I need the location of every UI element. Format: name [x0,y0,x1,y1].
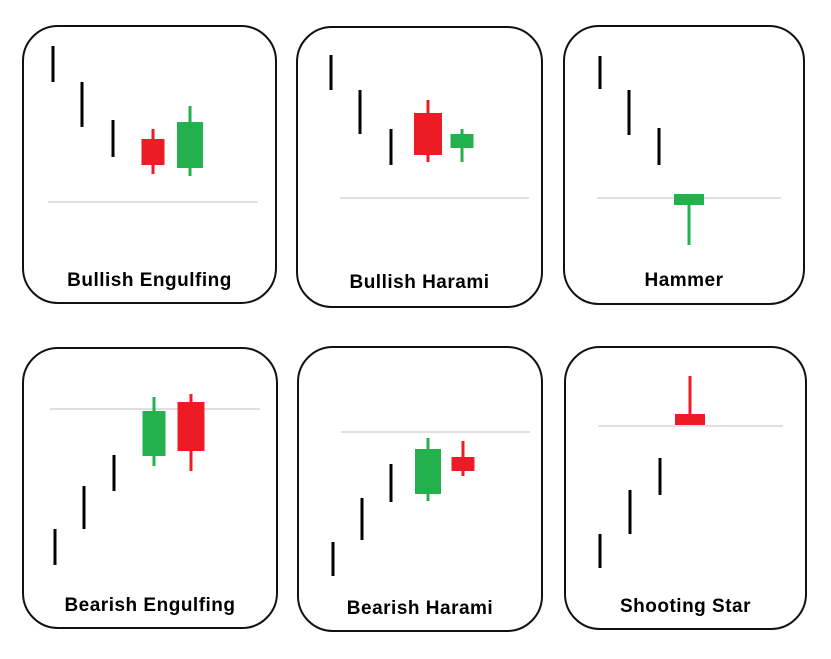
candlestick-diagram [50,394,260,565]
pattern-name-label: Bearish Harami [346,598,494,619]
candle-body [674,194,704,205]
pattern-panel-bearish-harami: Bearish Harami [297,346,543,632]
pattern-name-label: Bearish Engulfing [64,595,236,616]
candle-body [177,402,205,451]
pattern-name-label: Bullish Engulfing [67,270,232,291]
bearish-candle [675,376,705,425]
bullish-candle [674,194,704,245]
bullish-candle [415,438,441,501]
candlestick-diagram [48,46,258,203]
bearish-candle [177,394,205,471]
pattern-panel-shooting-star: Shooting Star [564,346,807,630]
candlestick-diagram [331,431,530,576]
candlestick-diagram [597,56,781,245]
bearish-candle [141,129,165,174]
candle-body [177,122,203,168]
candlestick-diagram [598,376,783,568]
pattern-name-label: Hammer [644,270,724,291]
pattern-panel-bullish-harami: Bullish Harami [296,26,543,308]
bullish-candle [177,106,203,176]
bearish-candle [451,441,475,476]
candlestick-diagram [329,55,529,199]
pattern-panel-bearish-engulfing: Bearish Engulfing [22,347,278,629]
candle-body [141,139,165,165]
candle-body [414,113,442,155]
pattern-name-label: Shooting Star [619,596,752,617]
candle-body [415,449,441,494]
bullish-candle [450,129,474,162]
bullish-candle [142,397,166,466]
candle-body [451,457,475,471]
pattern-panel-bullish-engulfing: Bullish Engulfing [22,25,277,304]
bearish-candle [414,100,442,162]
candle-body [450,134,474,148]
candle-body [142,411,166,456]
pattern-name-label: Bullish Harami [349,272,490,293]
pattern-panel-hammer: Hammer [563,25,805,305]
candle-body [675,414,705,425]
